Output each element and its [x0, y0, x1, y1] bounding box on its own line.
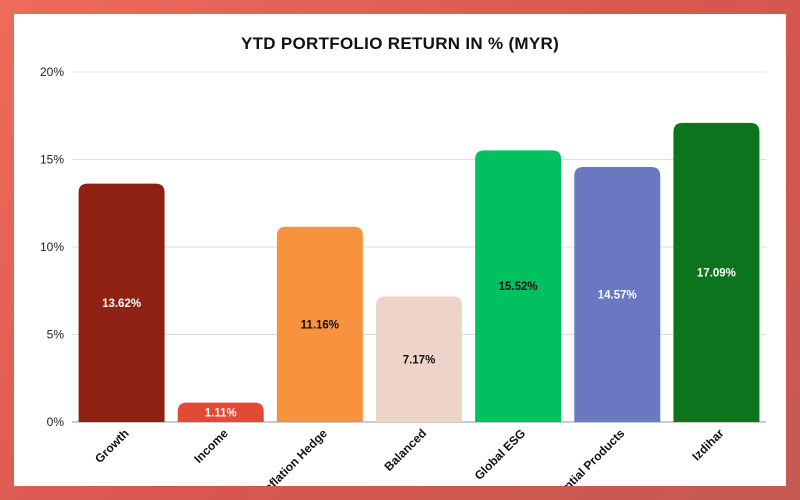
bar-chart: 0% 5% 10% 15% 20% 13.62% Growth 1.11% Income 11.1… [40, 65, 766, 486]
y-tick-label: 10% [40, 240, 64, 254]
chart-card: YTD PORTFOLIO RETURN IN % (MYR) 0% 5% 10% 1… [14, 14, 786, 486]
data-label: 17.09% [697, 267, 736, 279]
chart-title: YTD PORTFOLIO RETURN IN % (MYR) [240, 34, 560, 53]
data-label: 1.11% [205, 407, 237, 419]
x-tick-label: Balanced [381, 426, 429, 474]
y-tick-label: 5% [47, 328, 65, 342]
bar-growth [78, 183, 165, 422]
data-label: 13.62% [102, 298, 141, 310]
bar-essential-products [574, 167, 661, 422]
x-tick-label: Global ESG [472, 426, 529, 483]
bar-izdihar [673, 122, 760, 423]
y-tick-label: 15% [40, 153, 64, 167]
x-tick-label: Income [191, 426, 231, 466]
bar-balanced [376, 296, 462, 422]
y-tick-label: 0% [47, 415, 65, 429]
bar-inflation-hedge [276, 226, 363, 422]
data-label: 14.57% [598, 290, 637, 302]
x-tick-label: Izdihar [689, 426, 726, 463]
bar-income [177, 402, 264, 422]
data-label: 15.52% [499, 281, 538, 293]
data-label: 11.16% [301, 319, 339, 331]
data-label: 7.17% [403, 354, 436, 366]
x-tick-label: Inflation Hedge [259, 426, 330, 486]
bar-global-esg [475, 150, 562, 422]
x-tick-label: Growth [92, 426, 132, 466]
x-tick-label: Essential Products [541, 426, 628, 486]
y-tick-label: 20% [40, 65, 64, 79]
